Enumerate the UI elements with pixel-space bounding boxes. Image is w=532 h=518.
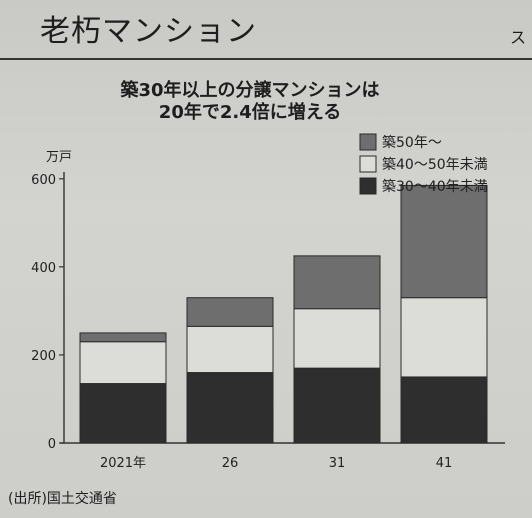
bar-segment [400,297,488,378]
chart-title-line1: 築30年以上の分譲マンションは [120,80,380,101]
y-tick-label: 0 [48,437,56,452]
chart-title: 築30年以上の分譲マンションは 20年で2.4倍に増える [60,80,440,124]
x-tick-label: 41 [436,456,453,471]
legend-swatch [359,133,377,151]
y-axis-label: 万戸 [46,150,73,165]
bar-segment [186,372,274,444]
clipped-text: ス [509,28,526,47]
y-tick-label: 400 [31,261,56,276]
legend-swatch [359,155,377,173]
bar-segment [293,367,381,444]
bar-segment [186,297,274,327]
x-tick-label: 2021年 [100,456,146,471]
bar-segment [293,255,381,310]
bar-segment [186,325,274,374]
source-note: (出所)国土交通省 [8,491,117,507]
article-header: 老朽マンション [40,14,257,49]
bar-segment [400,184,488,299]
bar-segment [400,376,488,444]
legend-label: 築40〜50年未満 [382,157,488,173]
y-tick-label: 200 [31,349,56,364]
chart-title-line2: 20年で2.4倍に増える [158,102,342,123]
x-tick-label: 31 [329,456,346,471]
legend-swatch [359,177,377,195]
x-tick-label: 26 [222,456,239,471]
bar-segment [79,341,167,385]
legend-label: 築50年〜 [382,135,442,151]
legend-label: 築30〜40年未満 [382,179,488,195]
header-rule [0,58,532,60]
y-tick-label: 600 [31,173,56,188]
bar-segment [293,308,381,369]
bar-segment [79,383,167,444]
bar-segment [79,332,167,343]
